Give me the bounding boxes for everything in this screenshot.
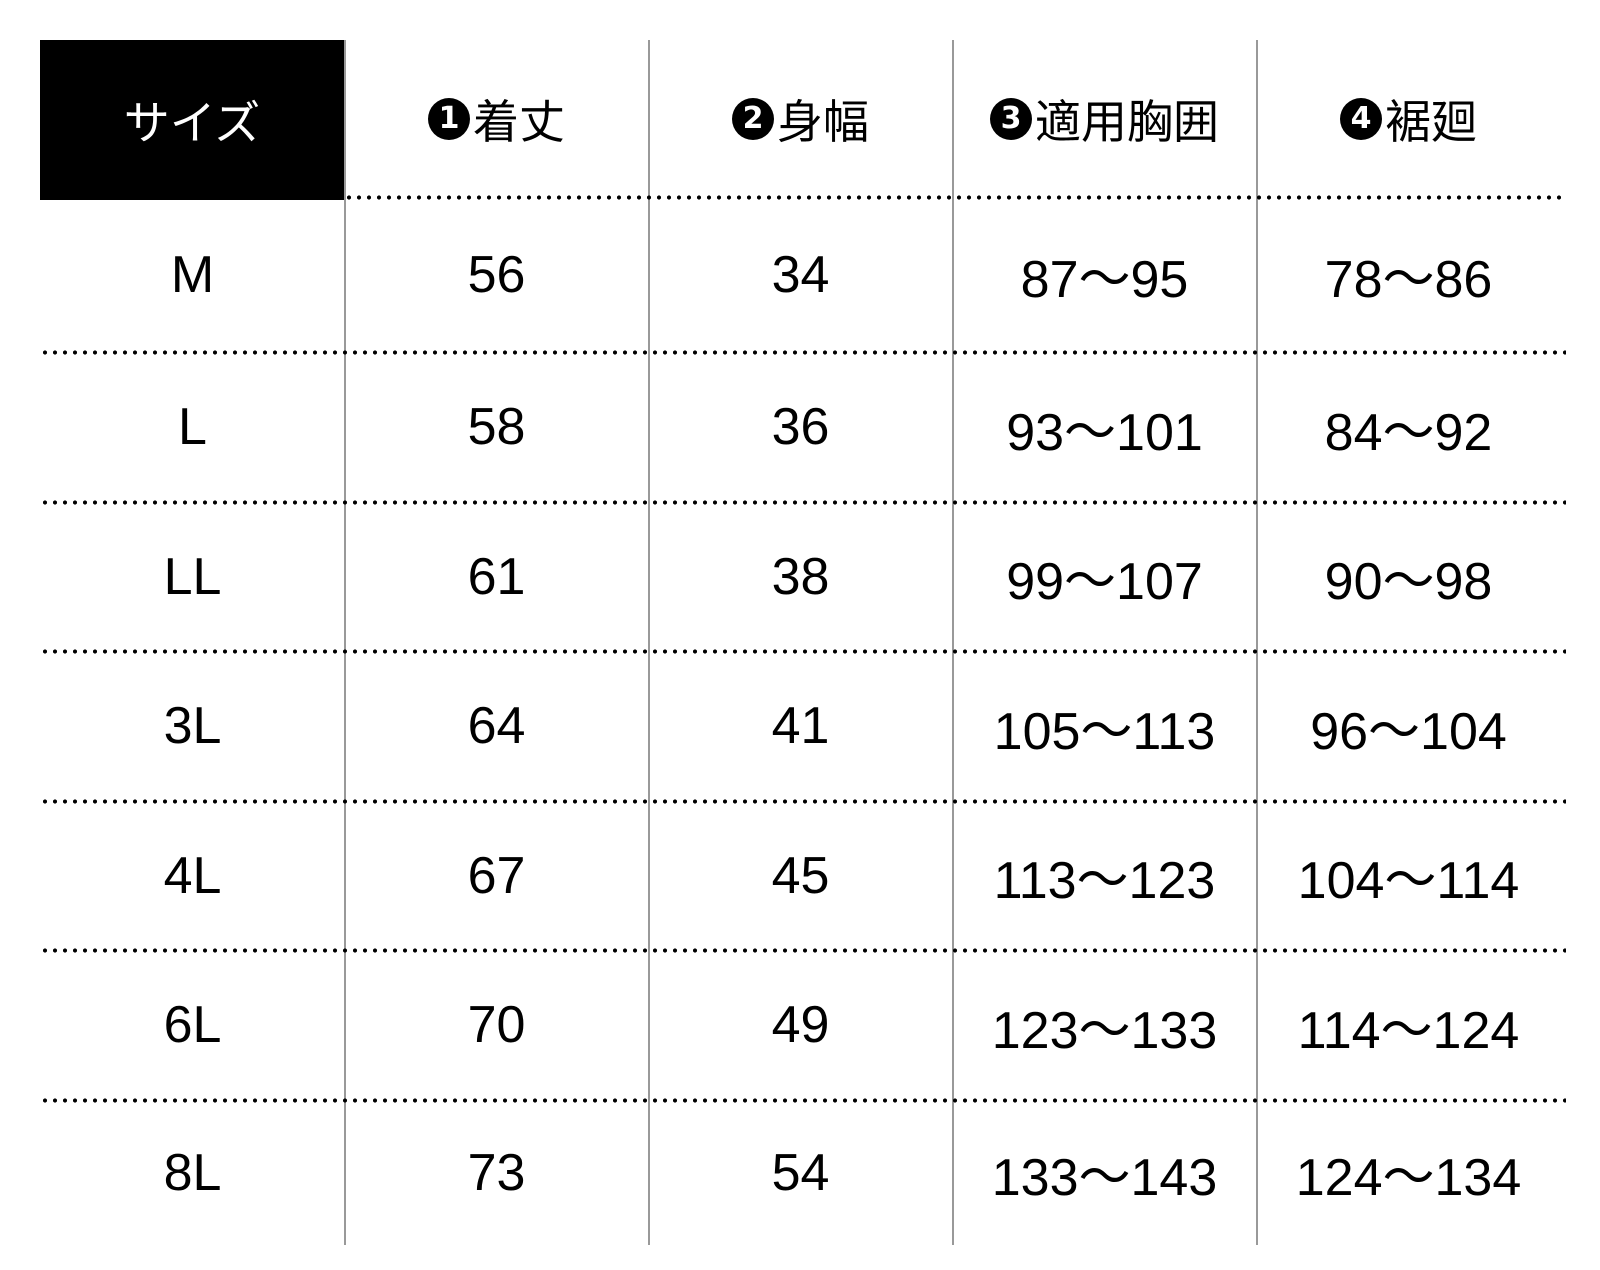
header-size: サイズ bbox=[40, 40, 344, 200]
header-label: 着丈 bbox=[473, 94, 565, 149]
size-cell: 4L bbox=[163, 846, 222, 905]
value-cell: 67 bbox=[467, 846, 526, 905]
value-cell: 93～101 bbox=[1006, 403, 1203, 462]
header-2: 2 身幅 bbox=[648, 40, 953, 197]
table-row: 8L 73 54 133～143 124～134 bbox=[40, 1100, 1566, 1245]
value-cell: 96～104 bbox=[1310, 702, 1507, 761]
header-size-label: サイズ bbox=[123, 96, 261, 150]
value-cell: 64 bbox=[467, 697, 526, 755]
value-cell: 78～86 bbox=[1324, 251, 1493, 309]
table-row: M 56 34 87～95 78～86 bbox=[40, 197, 1566, 352]
value-cell: 90～98 bbox=[1324, 553, 1493, 611]
value-cell: 113～123 bbox=[993, 852, 1216, 910]
value-cell: 34 bbox=[771, 245, 830, 304]
value-cell: 114～124 bbox=[1297, 1001, 1520, 1060]
value-cell: 133～143 bbox=[991, 1149, 1218, 1207]
value-cell: 38 bbox=[771, 547, 830, 606]
value-cell: 45 bbox=[771, 846, 830, 905]
size-chart-table: サイズ 1 着丈 2 身幅 3 適用胸囲 4 裾廻 M 56 34 87～95 78～86 L 58 36 93… bbox=[40, 40, 1566, 1245]
size-cell: 6L bbox=[163, 996, 222, 1054]
value-cell: 70 bbox=[467, 996, 526, 1054]
value-cell: 61 bbox=[467, 547, 526, 606]
table-row: L 58 36 93～101 84～92 bbox=[40, 352, 1566, 502]
value-cell: 73 bbox=[467, 1143, 526, 1202]
row-divider bbox=[344, 195, 1566, 200]
table-row: 3L 64 41 105～113 96～104 bbox=[40, 651, 1566, 801]
header-label: 適用胸囲 bbox=[1035, 94, 1219, 149]
size-cell: 3L bbox=[163, 697, 222, 755]
header-3: 3 適用胸囲 bbox=[952, 40, 1257, 197]
row-divider bbox=[40, 799, 1566, 804]
column-divider bbox=[344, 40, 346, 1245]
header-1: 1 着丈 bbox=[344, 40, 649, 197]
table-row: LL 61 38 99～107 90～98 bbox=[40, 502, 1566, 651]
value-cell: 124～134 bbox=[1295, 1149, 1522, 1207]
value-cell: 104～114 bbox=[1297, 852, 1520, 910]
value-cell: 84～92 bbox=[1324, 403, 1493, 462]
size-cell: L bbox=[178, 398, 207, 456]
header-label: 裾廻 bbox=[1385, 94, 1477, 149]
value-cell: 56 bbox=[467, 245, 526, 304]
column-divider bbox=[648, 40, 650, 1245]
value-cell: 58 bbox=[467, 398, 526, 456]
value-cell: 105～113 bbox=[993, 702, 1216, 761]
header-4: 4 裾廻 bbox=[1256, 40, 1561, 197]
size-cell: LL bbox=[163, 547, 222, 606]
header-label: 身幅 bbox=[777, 94, 869, 149]
value-cell: 123～133 bbox=[991, 1001, 1218, 1060]
value-cell: 87～95 bbox=[1020, 251, 1189, 309]
row-divider bbox=[40, 350, 1566, 355]
column-divider bbox=[952, 40, 954, 1245]
row-divider bbox=[40, 948, 1566, 953]
value-cell: 54 bbox=[771, 1143, 830, 1202]
row-divider bbox=[40, 500, 1566, 505]
value-cell: 49 bbox=[771, 996, 830, 1054]
table-row: 6L 70 49 123～133 114～124 bbox=[40, 950, 1566, 1100]
size-cell: M bbox=[170, 245, 215, 304]
column-divider bbox=[1256, 40, 1258, 1245]
size-cell: 8L bbox=[163, 1143, 222, 1202]
value-cell: 41 bbox=[771, 697, 830, 755]
row-divider bbox=[40, 649, 1566, 654]
circled-number-icon: 4 bbox=[1340, 97, 1382, 140]
value-cell: 36 bbox=[771, 398, 830, 456]
circled-number-icon: 3 bbox=[990, 97, 1032, 140]
row-divider bbox=[40, 1098, 1566, 1103]
circled-number-icon: 1 bbox=[428, 97, 470, 140]
table-row: 4L 67 45 113～123 104～114 bbox=[40, 801, 1566, 950]
value-cell: 99～107 bbox=[1006, 553, 1203, 611]
circled-number-icon: 2 bbox=[732, 97, 774, 140]
